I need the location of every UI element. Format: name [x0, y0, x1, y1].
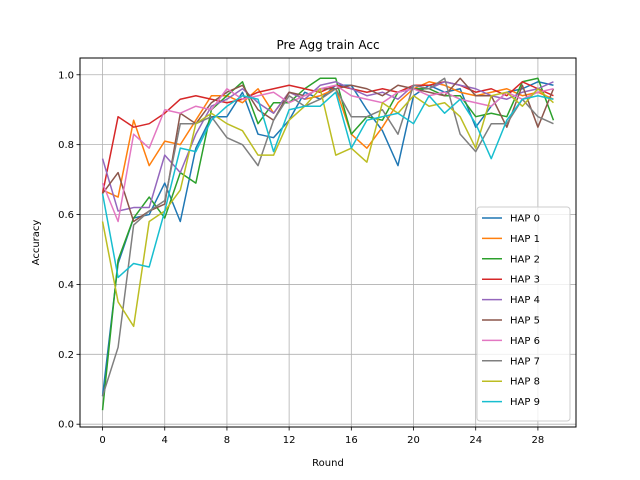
legend-label: HAP 4: [510, 295, 540, 306]
series-line-hap-2: [101, 77, 555, 411]
legend-item: HAP 5: [482, 316, 540, 327]
y-tick-label: 0.8: [58, 140, 74, 151]
y-axis-label: Accuracy: [31, 220, 42, 266]
legend-label: HAP 9: [510, 397, 540, 408]
series-line-hap-9: [101, 91, 554, 279]
series-line-hap-6: [101, 84, 554, 223]
legend-item: HAP 7: [482, 356, 540, 367]
x-tick-label: 12: [283, 435, 296, 446]
legend-item: HAP 4: [482, 295, 540, 306]
y-tick-label: 0.2: [58, 350, 74, 361]
legend-label: HAP 3: [510, 275, 540, 286]
legend-box: [476, 206, 571, 422]
legend-label: HAP 6: [510, 336, 540, 347]
y-tick-label: 0.6: [58, 210, 74, 221]
legend-label: HAP 5: [510, 316, 540, 327]
legend-item: HAP 8: [482, 377, 540, 388]
legend-label: HAP 7: [510, 356, 540, 367]
legend-item: HAP 9: [482, 397, 540, 408]
legend-item: HAP 0: [482, 214, 540, 225]
legend: HAP 0 HAP 1 HAP 2 HAP 3 HAP 4 HAP 5 HAP 6 HAP 7…: [476, 206, 571, 422]
legend-item: HAP 3: [482, 275, 540, 286]
x-axis-label: Round: [312, 458, 344, 469]
x-tick-label: 8: [224, 435, 230, 446]
series-line-hap-5: [101, 77, 555, 223]
legend-label: HAP 2: [510, 254, 540, 265]
x-tick-label: 16: [345, 435, 358, 446]
x-tick-label: 0: [99, 435, 105, 446]
y-tick-label: 0.0: [58, 420, 74, 431]
x-tick-label: 28: [532, 435, 545, 446]
legend-label: HAP 8: [510, 377, 540, 388]
x-tick-label: 24: [469, 435, 482, 446]
legend-item: HAP 2: [482, 254, 540, 265]
series-line-hap-4: [101, 81, 554, 212]
plot-frame: [79, 57, 577, 428]
series-line-hap-7: [101, 77, 554, 397]
legend-label: HAP 1: [510, 234, 540, 245]
x-tick-label: 4: [162, 435, 168, 446]
legend-item: HAP 1: [482, 234, 540, 245]
x-axis-ticks: 0 4 8 12 16 20 24 28: [99, 427, 544, 446]
chart-title: Pre Agg train Acc: [276, 38, 379, 52]
x-tick-label: 20: [407, 435, 420, 446]
y-tick-label: 1.0: [58, 70, 74, 81]
legend-item: HAP 6: [482, 336, 540, 347]
y-axis-ticks: 0.0 0.2 0.4 0.6 0.8 1.0: [58, 70, 80, 431]
y-tick-label: 0.4: [58, 280, 74, 291]
series-line-hap-8: [101, 88, 554, 328]
series-lines: [101, 77, 555, 411]
legend-label: HAP 0: [510, 214, 540, 225]
